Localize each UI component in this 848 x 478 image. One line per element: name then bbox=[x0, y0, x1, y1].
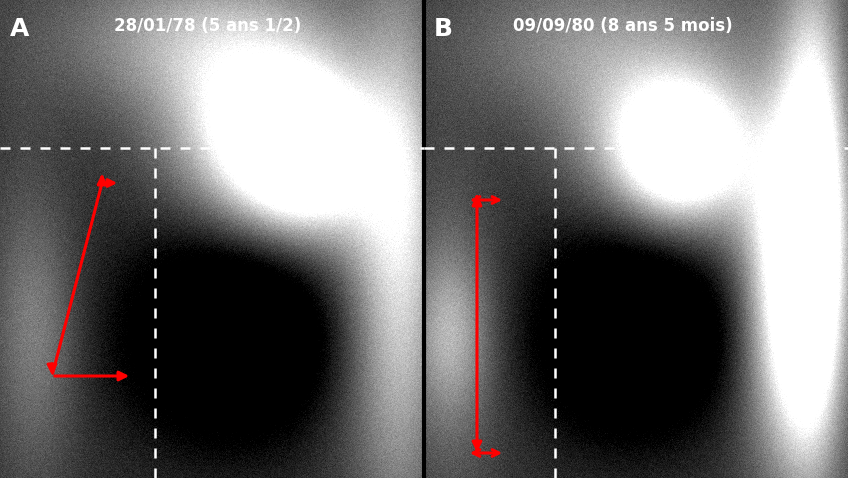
Text: A: A bbox=[10, 17, 30, 41]
Text: 28/01/78 (5 ans 1/2): 28/01/78 (5 ans 1/2) bbox=[114, 17, 301, 35]
Text: 09/09/80 (8 ans 5 mois): 09/09/80 (8 ans 5 mois) bbox=[514, 17, 733, 35]
Text: B: B bbox=[434, 17, 453, 41]
